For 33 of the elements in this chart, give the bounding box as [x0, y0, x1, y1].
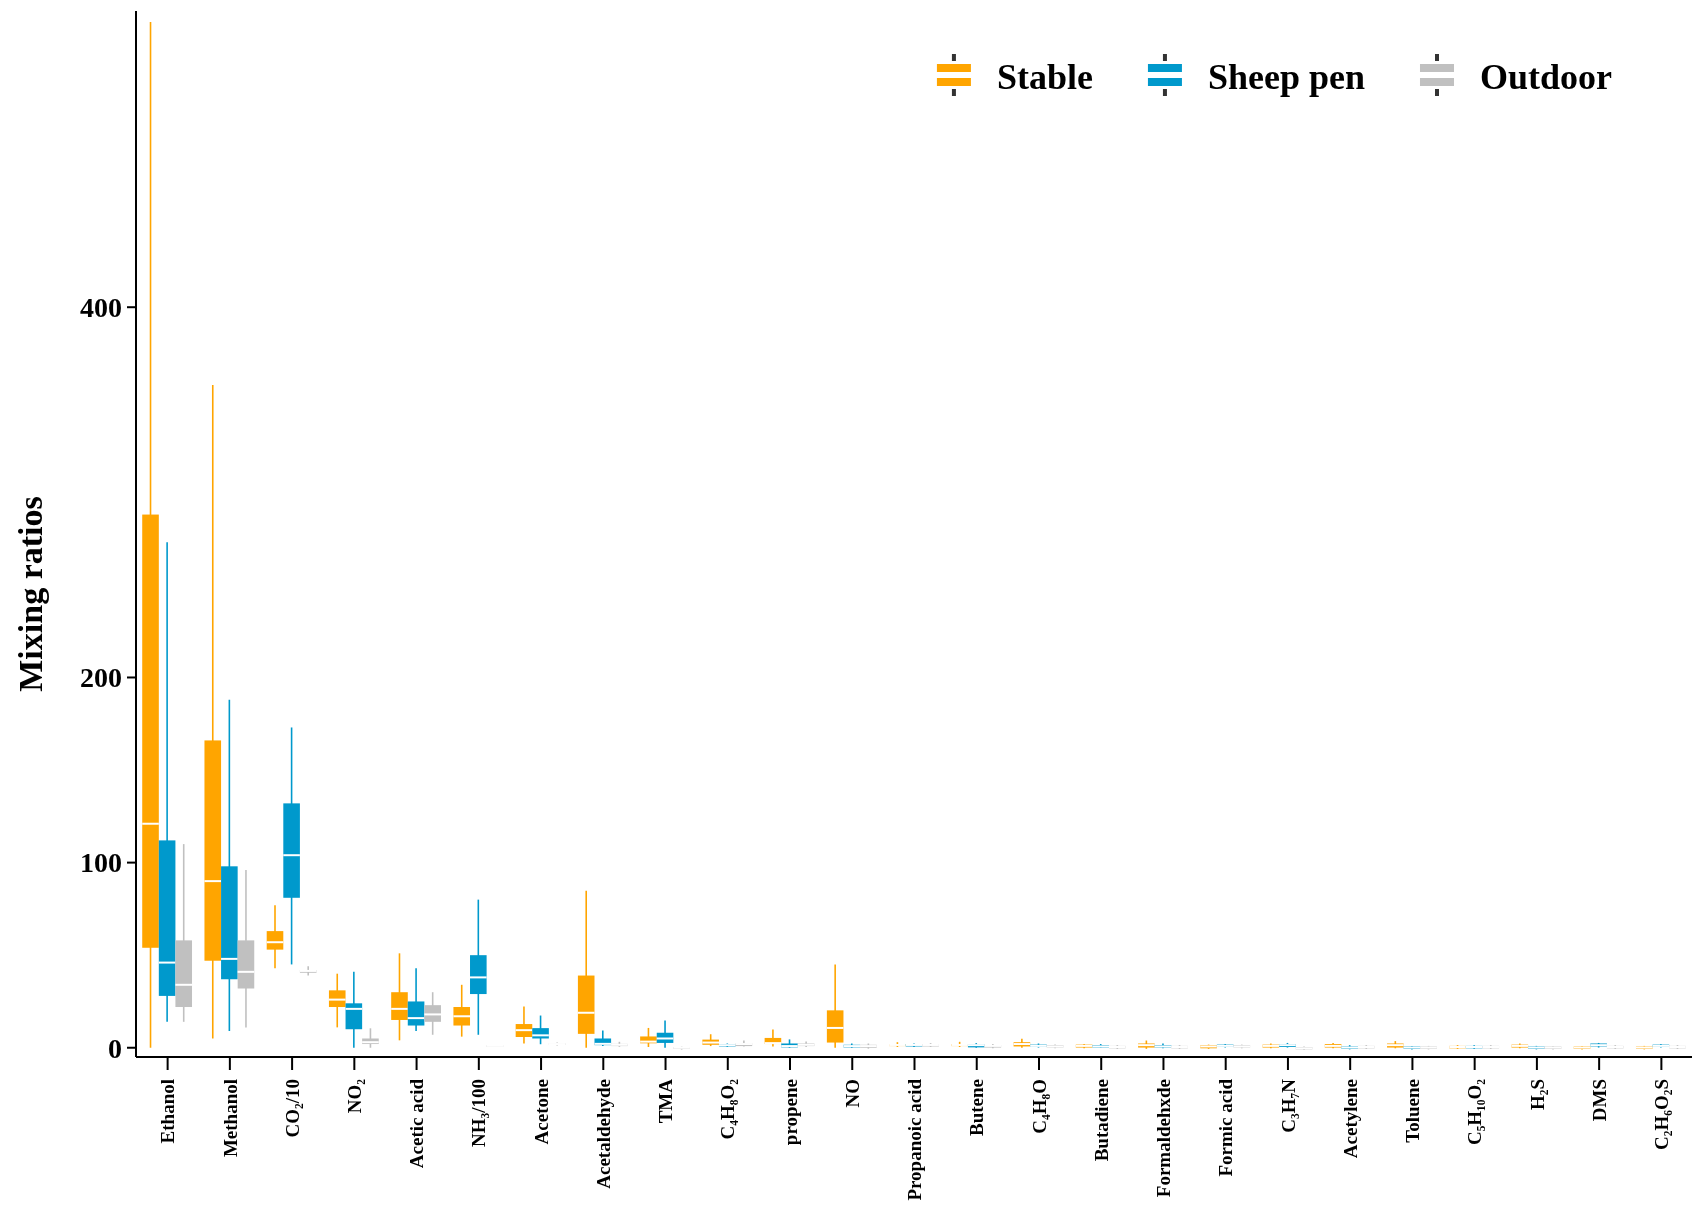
legend-label: Sheep pen — [1207, 56, 1365, 97]
x-tick-label: C₃H₇N — [1277, 1078, 1299, 1133]
x-tick-label: NO — [841, 1079, 863, 1108]
y-tick-label: 0 — [108, 1032, 122, 1064]
x-tick-label: Acetylene — [1339, 1079, 1361, 1159]
x-tick-label: propene — [779, 1079, 801, 1146]
x-tick-label: C₄H₈O₂ — [717, 1078, 739, 1140]
x-tick-label: Formaldehxde — [1153, 1079, 1175, 1198]
y-tick-label: 200 — [80, 662, 122, 694]
y-tick-label: 400 — [80, 292, 122, 324]
x-tick-label: DMS — [1588, 1079, 1610, 1122]
x-tick-label: Acetaldehyde — [592, 1079, 614, 1189]
x-tick-label: Acetone — [530, 1079, 552, 1145]
x-tick-label: Butene — [966, 1079, 988, 1136]
y-tick-label: 100 — [80, 847, 122, 879]
x-tick-label: Butadiene — [1090, 1079, 1112, 1162]
x-tick-label: C₅H₁₀O₂ — [1464, 1078, 1486, 1146]
x-tick-label: Toluene — [1402, 1079, 1424, 1143]
x-tick-label: Propanoic acid — [904, 1078, 926, 1201]
legend-label: Outdoor — [1479, 56, 1613, 97]
x-tick-label: NO₂ — [343, 1078, 365, 1114]
x-tick-label: C₂H₆O₂S — [1651, 1079, 1673, 1150]
legend-label: Stable — [996, 56, 1093, 97]
x-tick-label: Formic acid — [1215, 1078, 1237, 1177]
x-tick-label: H₂S — [1526, 1079, 1548, 1111]
x-tick-label: NH₃/100 — [468, 1079, 490, 1147]
x-tick-label: C₄H₈O — [1028, 1079, 1050, 1134]
x-tick-label: Acetic acid — [406, 1078, 428, 1169]
x-tick-label: Methanol — [219, 1079, 241, 1158]
x-tick-label: Ethanol — [157, 1079, 179, 1144]
y-axis-title: Mixing ratios — [12, 496, 49, 692]
x-tick-label: CO₂/10 — [281, 1079, 303, 1138]
x-tick-label: TMA — [655, 1078, 677, 1124]
